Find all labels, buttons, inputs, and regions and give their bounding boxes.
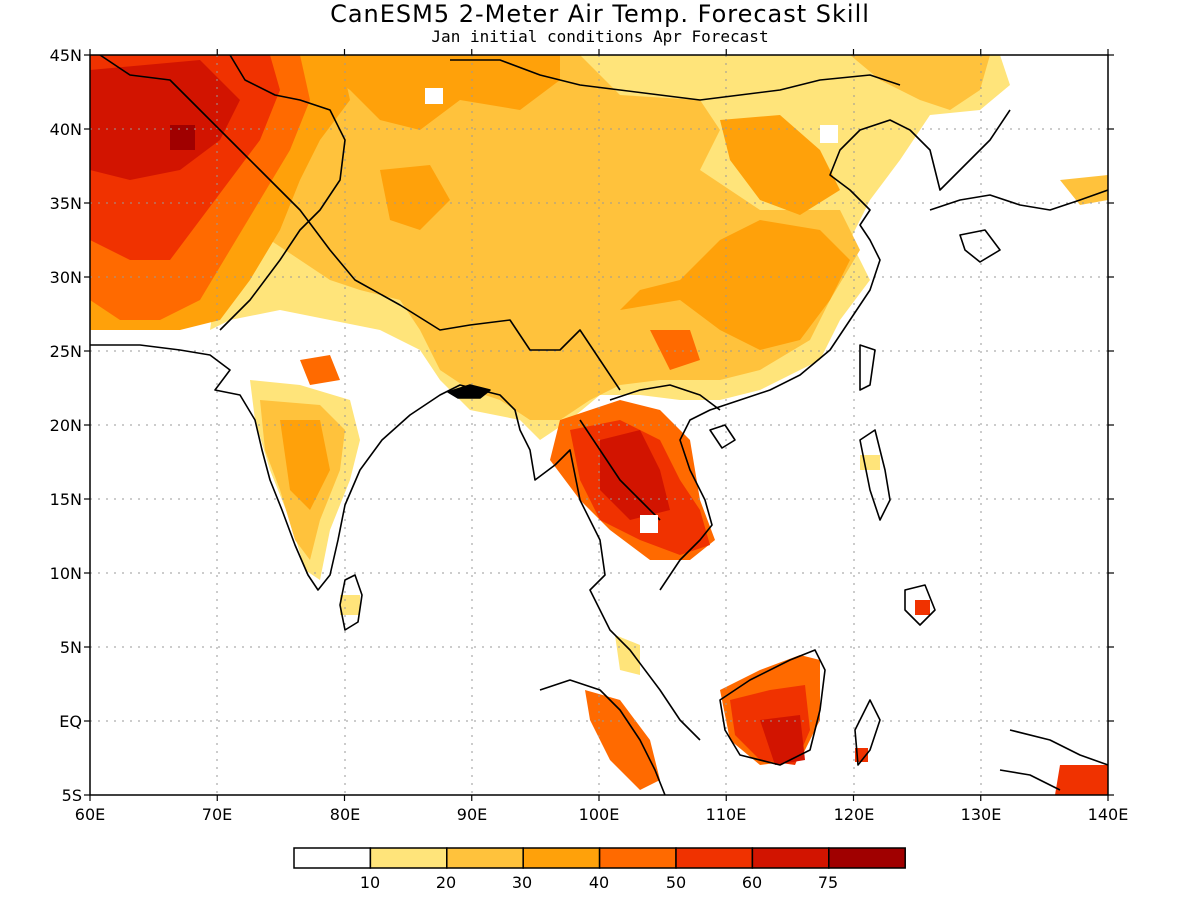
colorbar-swatch bbox=[293, 847, 372, 869]
colorbar-label: 10 bbox=[360, 873, 380, 892]
colorbar-swatch bbox=[369, 847, 448, 869]
colorbar-label: 50 bbox=[666, 873, 686, 892]
colorbar-labels: 10 20 30 40 50 60 75 bbox=[360, 873, 838, 892]
colorbar bbox=[293, 847, 906, 869]
colorbar-swatch bbox=[675, 847, 754, 869]
lat-tick-label: 30N bbox=[50, 268, 82, 287]
colorbar-swatch bbox=[446, 847, 524, 869]
colorbar-swatch bbox=[522, 847, 601, 869]
lon-tick-label: 110E bbox=[706, 805, 747, 824]
map-coastlines bbox=[90, 55, 1108, 795]
lon-tick-label: 80E bbox=[330, 805, 360, 824]
map-graticule bbox=[90, 55, 1108, 795]
lat-tick-label: 10N bbox=[50, 564, 82, 583]
lat-tick-label: 20N bbox=[50, 416, 82, 435]
lon-tick-label: 130E bbox=[961, 805, 1002, 824]
skill-shading-60-75 bbox=[90, 60, 805, 765]
lon-tick-label: 90E bbox=[457, 805, 487, 824]
lat-tick-label: 40N bbox=[50, 120, 82, 139]
lon-tick-label: 70E bbox=[202, 805, 232, 824]
map-missing-cells bbox=[425, 88, 838, 533]
colorbar-label: 60 bbox=[742, 873, 762, 892]
colorbar-label: 20 bbox=[436, 873, 456, 892]
latitude-axis-labels: 45N 40N 35N 30N 25N 20N 15N 10N 5N EQ 5S bbox=[50, 46, 82, 805]
chart-title: CanESM5 2-Meter Air Temp. Forecast Skill bbox=[330, 0, 870, 28]
colorbar-label: 75 bbox=[818, 873, 838, 892]
lat-tick-label: 35N bbox=[50, 194, 82, 213]
lon-tick-label: 60E bbox=[75, 805, 105, 824]
chart-subtitle: Jan initial conditions Apr Forecast bbox=[431, 27, 769, 46]
lat-tick-label: 15N bbox=[50, 490, 82, 509]
lat-tick-label: 5N bbox=[60, 638, 82, 657]
colorbar-label: 40 bbox=[589, 873, 609, 892]
colorbar-swatch bbox=[598, 847, 677, 869]
lat-tick-label: 45N bbox=[50, 46, 82, 65]
lon-tick-label: 120E bbox=[834, 805, 875, 824]
lat-tick-label: 5S bbox=[62, 786, 82, 805]
lat-tick-label: EQ bbox=[59, 712, 82, 731]
axis-tick-marks bbox=[84, 49, 1114, 801]
skill-shading-75-plus bbox=[170, 125, 195, 150]
colorbar-swatch bbox=[828, 847, 906, 869]
lon-tick-label: 100E bbox=[579, 805, 620, 824]
lon-tick-label: 140E bbox=[1088, 805, 1129, 824]
longitude-axis-labels: 60E 70E 80E 90E 100E 110E 120E 130E 140E bbox=[75, 805, 1129, 824]
map-plot-area bbox=[90, 55, 1108, 795]
colorbar-label: 30 bbox=[512, 873, 532, 892]
lat-tick-label: 25N bbox=[50, 342, 82, 361]
colorbar-swatch bbox=[751, 847, 830, 869]
